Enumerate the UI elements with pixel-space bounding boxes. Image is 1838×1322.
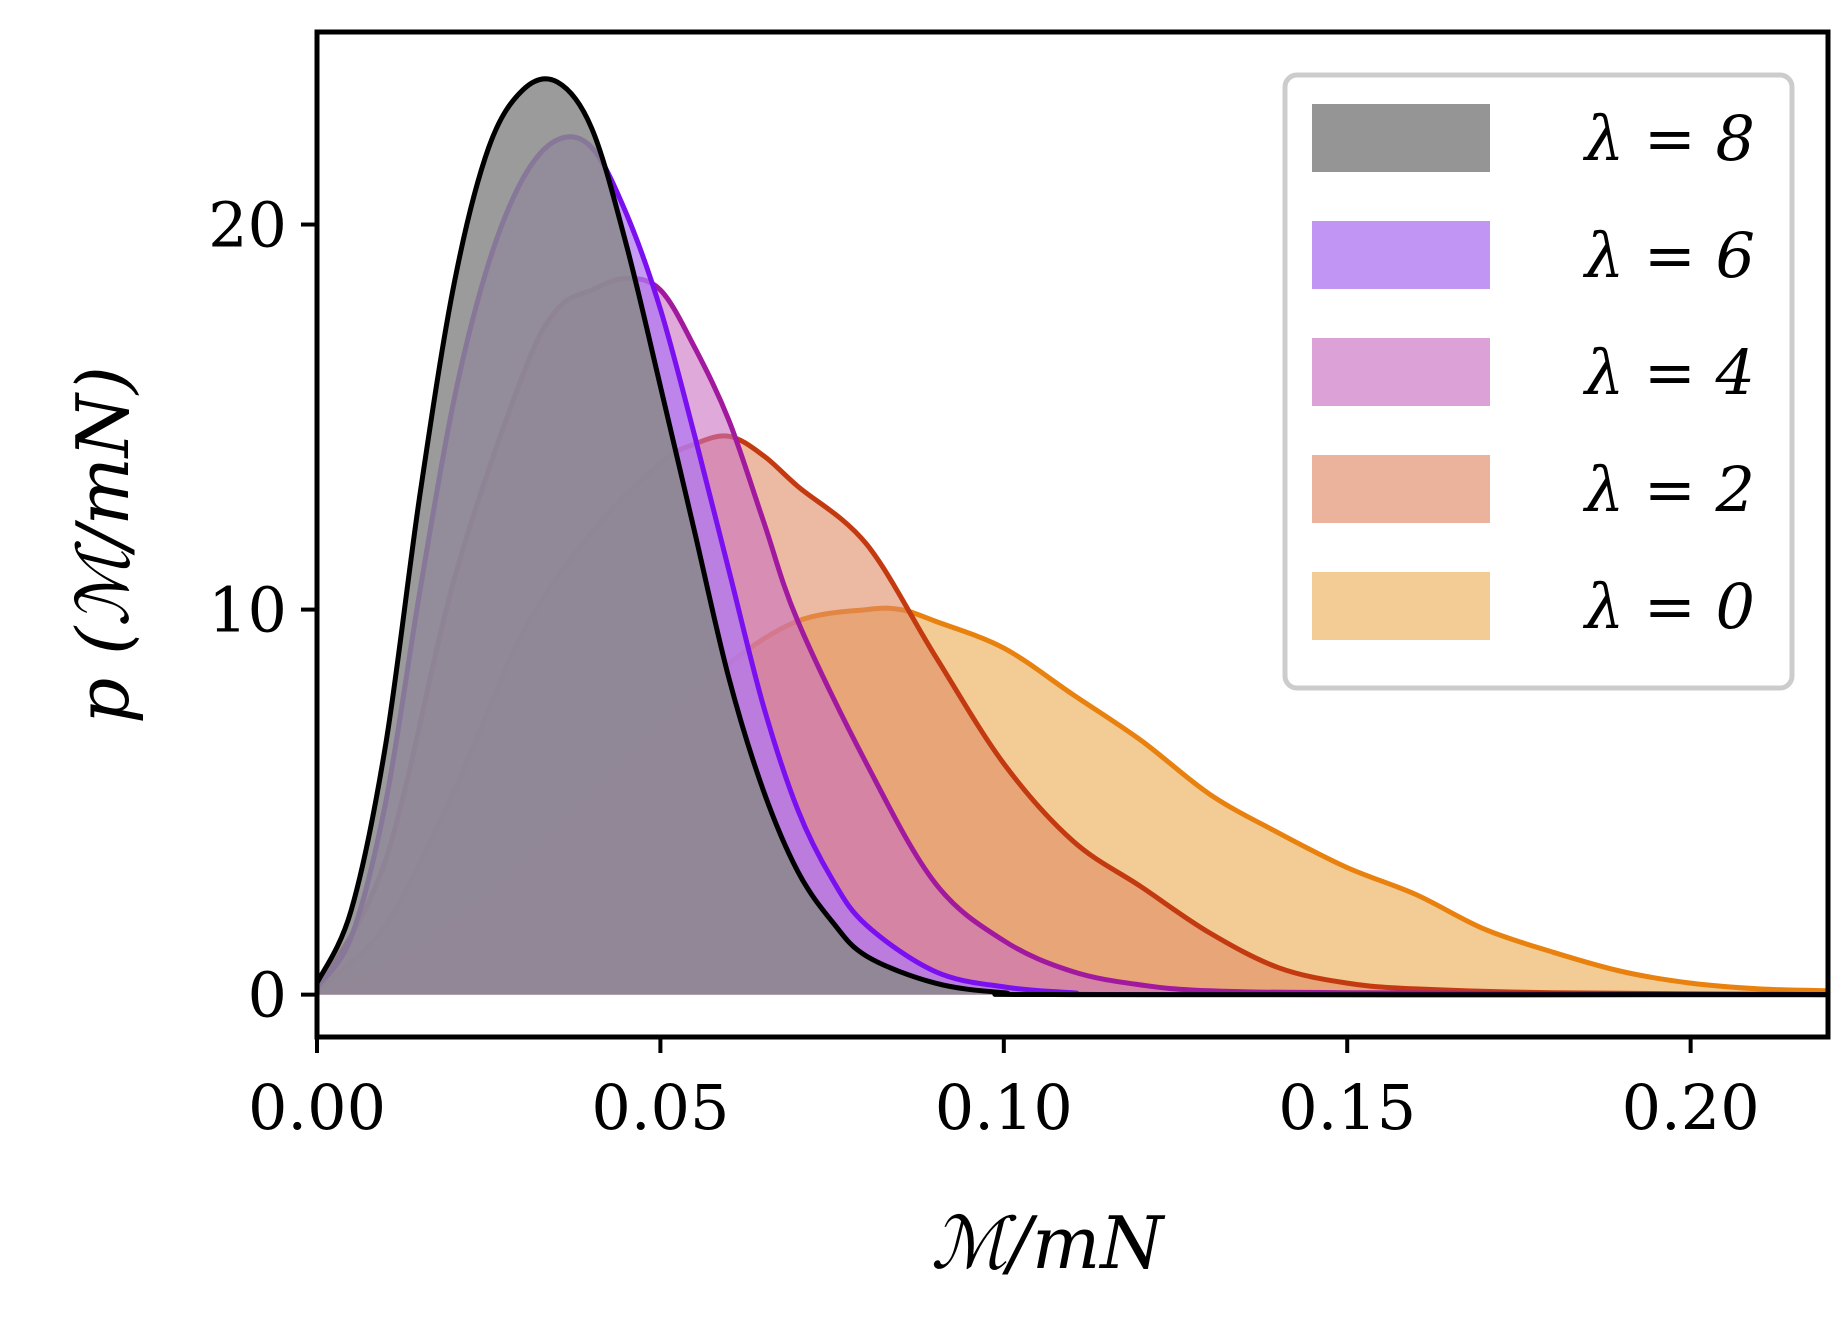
series-line-lambda-8 xyxy=(317,76,1828,998)
legend-swatch xyxy=(1312,104,1490,172)
legend-swatch xyxy=(1312,572,1490,640)
legend-swatch xyxy=(1312,338,1490,406)
axes: 0.00 0.05 0.10 0.15 0.20 0 10 20 xyxy=(208,29,1831,1144)
x-tick-label: 0.05 xyxy=(591,1071,729,1144)
legend-label: λ = 2 xyxy=(1582,453,1755,526)
legend-swatch xyxy=(1312,221,1490,289)
plot-frame xyxy=(314,29,1831,1040)
x-tick-label: 0.00 xyxy=(248,1071,386,1144)
legend-label: λ = 0 xyxy=(1582,570,1755,643)
plot-area xyxy=(317,76,1828,998)
legend-label: λ = 6 xyxy=(1582,219,1755,292)
y-axis-label: p (ℳ/mN) xyxy=(61,366,145,724)
y-tick-label: 0 xyxy=(248,959,287,1032)
x-tick-label: 0.15 xyxy=(1278,1071,1416,1144)
x-axis-label: ℳ/mN xyxy=(931,1201,1167,1285)
legend-swatch xyxy=(1312,455,1490,523)
legend: λ = 8 λ = 6 λ = 4 λ = 2 λ = 0 xyxy=(1282,72,1795,691)
y-tick-label: 20 xyxy=(208,189,287,262)
legend-label: λ = 4 xyxy=(1582,336,1755,409)
series-fill-lambda-8 xyxy=(317,78,1828,995)
x-tick-label: 0.10 xyxy=(935,1071,1073,1144)
legend-label: λ = 8 xyxy=(1582,102,1755,175)
x-tick-label: 0.20 xyxy=(1622,1071,1760,1144)
y-tick-label: 10 xyxy=(208,574,287,647)
